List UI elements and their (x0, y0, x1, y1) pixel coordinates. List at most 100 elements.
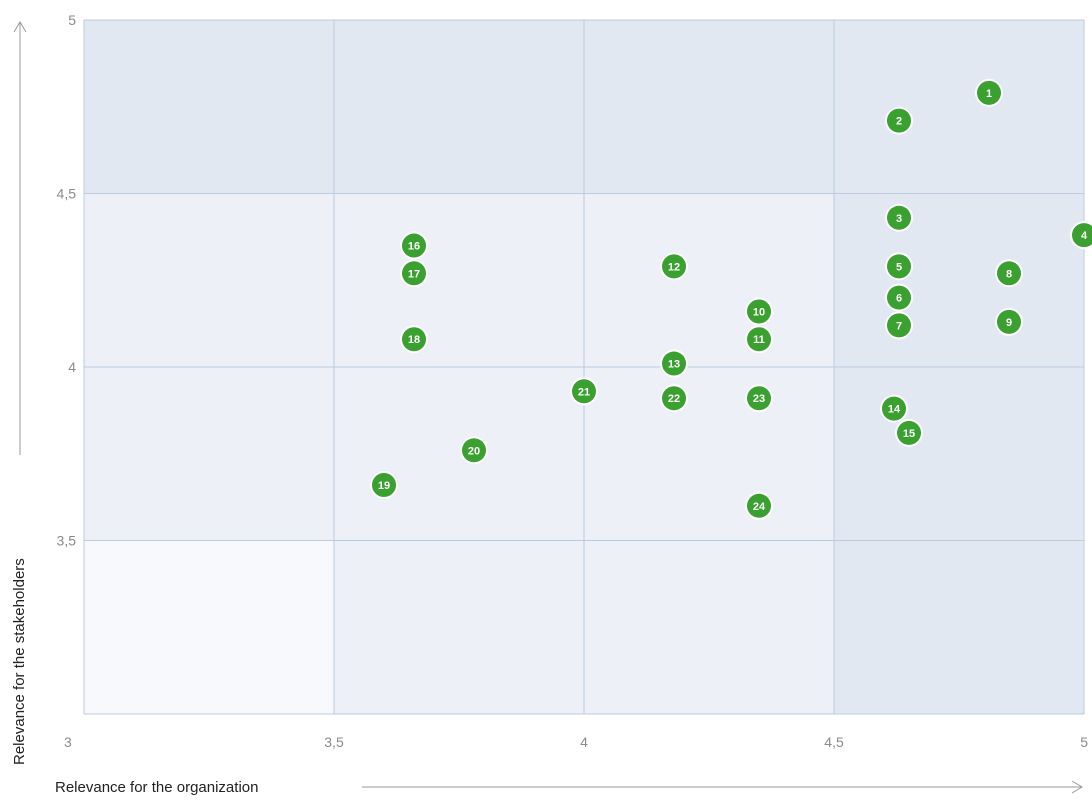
data-point[interactable]: 24 (745, 491, 773, 520)
data-point[interactable]: 20 (460, 436, 488, 465)
data-point[interactable]: 15 (895, 418, 923, 447)
zone-cell (334, 367, 584, 541)
data-point-marker (402, 261, 426, 286)
data-point[interactable]: 10 (745, 297, 773, 326)
data-point-label: 17 (408, 268, 420, 280)
zone-cell (834, 193, 1084, 367)
x-tick-label: 3 (64, 734, 72, 750)
data-point-label: 8 (1006, 268, 1012, 280)
data-point[interactable]: 21 (570, 377, 598, 406)
y-tick-label: 4 (68, 359, 76, 375)
data-point-marker (572, 379, 596, 404)
data-point-label: 16 (408, 241, 420, 253)
zone-cell (834, 540, 1084, 714)
data-point-label: 15 (903, 428, 915, 440)
data-point-marker (747, 493, 771, 518)
data-point-label: 12 (668, 261, 680, 273)
data-point-label: 10 (753, 306, 765, 318)
x-axis-title: Relevance for the organization (55, 779, 258, 796)
data-point-marker (462, 438, 486, 463)
zone-cell (584, 193, 834, 367)
data-point-label: 22 (668, 393, 680, 405)
zone-cell (84, 540, 334, 714)
data-point[interactable]: 13 (660, 349, 688, 378)
data-point[interactable]: 23 (745, 384, 773, 413)
data-point-marker (662, 254, 686, 279)
data-point[interactable]: 12 (660, 252, 688, 281)
data-point-marker (372, 472, 396, 497)
data-point-marker (747, 386, 771, 411)
data-point-label: 24 (753, 501, 766, 513)
y-tick-label: 4,5 (57, 186, 77, 202)
data-point[interactable]: 2 (885, 106, 913, 135)
data-point-marker (662, 351, 686, 376)
x-axis-ticks: 3 3,5 4 4,5 5 (64, 734, 1088, 750)
data-point-marker (887, 313, 911, 338)
data-point-label: 11 (753, 334, 765, 346)
data-point[interactable]: 19 (370, 470, 398, 499)
data-point-marker (887, 285, 911, 310)
y-axis-title: Relevance for the stakeholders (11, 558, 28, 765)
zone-cell (334, 193, 584, 367)
data-point-marker (882, 396, 906, 421)
data-point-label: 19 (378, 480, 390, 492)
data-point-marker (997, 309, 1021, 334)
y-tick-label: 5 (68, 12, 76, 28)
data-point[interactable]: 7 (885, 311, 913, 340)
data-point-label: 7 (896, 320, 902, 332)
zone-cell (84, 20, 334, 194)
data-point[interactable]: 14 (880, 394, 908, 423)
x-tick-label: 4,5 (824, 734, 844, 750)
zone-cell (84, 193, 334, 367)
data-point-label: 4 (1081, 230, 1088, 242)
y-axis-ticks: 3,5 4 4,5 5 (57, 12, 77, 549)
data-point-label: 3 (896, 213, 902, 225)
zone-cell (584, 20, 834, 194)
x-tick-label: 3,5 (324, 734, 344, 750)
data-point-marker (897, 420, 921, 445)
zone-cell (834, 367, 1084, 541)
data-point[interactable]: 17 (400, 259, 428, 288)
zone-cell (584, 367, 834, 541)
data-point-marker (402, 233, 426, 258)
data-point-label: 1 (986, 88, 992, 100)
data-point-label: 14 (888, 404, 901, 416)
zone-cell (334, 20, 584, 194)
data-point-label: 21 (578, 386, 590, 398)
gridlines (83, 19, 1085, 715)
data-point[interactable]: 1 (975, 78, 1003, 107)
data-point[interactable]: 18 (400, 325, 428, 354)
data-point-marker (887, 108, 911, 133)
data-point[interactable]: 8 (995, 259, 1023, 288)
data-point[interactable]: 5 (885, 252, 913, 281)
data-point-label: 5 (896, 261, 902, 273)
data-point[interactable]: 11 (745, 325, 773, 354)
data-point[interactable]: 16 (400, 231, 428, 260)
data-point-marker (887, 205, 911, 230)
data-point-label: 20 (468, 445, 480, 457)
zone-cell (584, 540, 834, 714)
x-tick-label: 4 (580, 734, 588, 750)
data-point-marker (747, 299, 771, 324)
background-zones (84, 20, 1084, 714)
zone-cell (334, 540, 584, 714)
data-point-marker (887, 254, 911, 279)
data-point-marker (1072, 223, 1092, 248)
data-point-label: 13 (668, 359, 680, 371)
data-point-marker (997, 261, 1021, 286)
data-point-label: 6 (896, 293, 902, 305)
zone-cell (834, 20, 1084, 194)
data-point-label: 2 (896, 116, 902, 128)
data-point[interactable]: 9 (995, 307, 1023, 336)
data-point[interactable]: 3 (885, 203, 913, 232)
data-point[interactable]: 6 (885, 283, 913, 312)
data-point-marker (747, 327, 771, 352)
zone-cell (84, 367, 334, 541)
y-axis-arrow-head (13, 21, 27, 33)
x-tick-label: 5 (1080, 734, 1088, 750)
data-point-marker (402, 327, 426, 352)
data-point[interactable]: 4 (1070, 221, 1092, 250)
data-point[interactable]: 22 (660, 384, 688, 413)
